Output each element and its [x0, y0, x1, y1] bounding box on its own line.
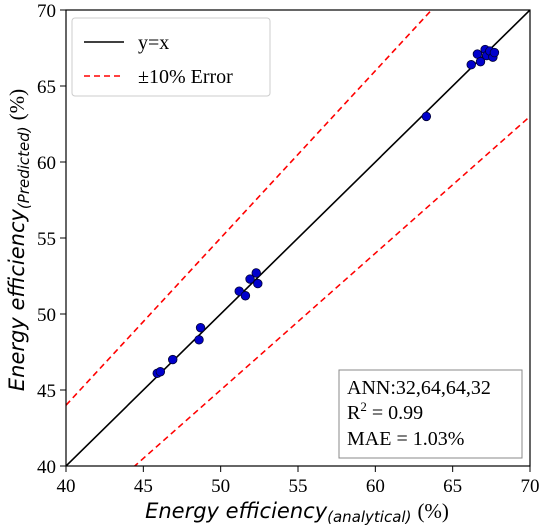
- y-tick-label: 50: [37, 305, 56, 326]
- data-points: [152, 44, 500, 378]
- x-tick-label: 65: [443, 476, 462, 497]
- y-tick-label: 65: [37, 77, 56, 98]
- x-axis-label-sub: (analytical): [327, 508, 411, 526]
- y-axis-label-sub: (Predicted): [15, 126, 33, 209]
- svg-text:Energy efficiency(analytical)(: Energy efficiency(analytical) (%): [145, 499, 449, 526]
- legend: y=x ±10% Error: [71, 17, 271, 97]
- annotation-frame: [338, 369, 523, 459]
- identity-line: [66, 10, 530, 466]
- x-axis-label-main: Energy efficiency: [145, 499, 328, 523]
- upper-error-line: [66, 10, 433, 406]
- data-point: [475, 56, 486, 67]
- y-axis-title: Energy efficiency(Predicted) (%): [5, 89, 33, 391]
- legend-label: ±10% Error: [138, 66, 233, 88]
- annotation-mae: MAE = 1.03%: [347, 428, 464, 450]
- x-axis-label-unit: (%): [417, 499, 448, 523]
- plot-area: 40 45 50 55 60 65 70 40 45 50 55 60 65 70 y=x ±10% Erro…: [37, 1, 540, 497]
- x-axis-title: Energy efficiency(analytical) (%): [145, 499, 449, 526]
- data-point: [155, 367, 166, 377]
- x-tick-label: 40: [57, 476, 76, 497]
- data-point: [245, 274, 255, 284]
- x-tick-label: 50: [211, 476, 230, 497]
- data-point: [466, 60, 476, 70]
- data-point: [195, 322, 206, 333]
- data-point: [251, 268, 261, 278]
- y-axis-label-main: Energy efficiency: [5, 209, 29, 392]
- x-tick-label: 55: [289, 476, 308, 497]
- y-tick-label: 40: [37, 457, 56, 478]
- y-tick-label: 55: [37, 229, 56, 250]
- data-point: [240, 291, 251, 301]
- y-tick-label: 45: [37, 381, 56, 402]
- y-tick-label: 60: [37, 153, 56, 174]
- x-tick-label: 60: [366, 476, 385, 497]
- data-point: [421, 111, 432, 122]
- data-point: [234, 286, 244, 296]
- axis-ticks: 40 45 50 55 60 65 70 40 45 50 55 60 65 70: [37, 1, 540, 497]
- data-point: [194, 335, 204, 345]
- legend-label: y=x: [138, 32, 169, 54]
- y-axis-label-unit: (%): [5, 89, 29, 120]
- data-point: [489, 47, 500, 58]
- data-point: [168, 354, 178, 365]
- data-point: [253, 278, 263, 289]
- legend-box: [71, 17, 271, 97]
- annotation-model: ANN:32,64,64,32: [347, 377, 491, 399]
- x-tick-label: 70: [521, 476, 540, 497]
- lower-error-line: [133, 115, 530, 466]
- annotation-r2: R2 = 0.99: [347, 399, 423, 424]
- svg-text:Energy efficiency(Predicted)(%: Energy efficiency(Predicted) (%): [5, 89, 33, 391]
- x-tick-label: 45: [134, 476, 153, 497]
- y-tick-label: 70: [37, 1, 56, 22]
- reference-lines: [66, 10, 530, 466]
